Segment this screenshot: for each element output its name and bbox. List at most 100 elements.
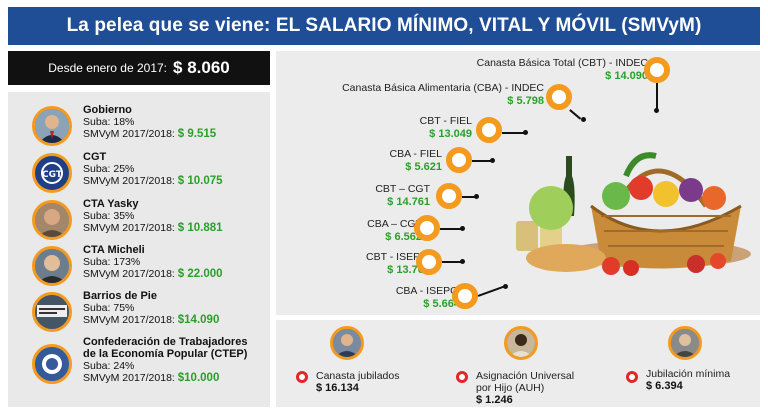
canasta-label: Canasta Básica Total (CBT) - INDEC bbox=[476, 57, 648, 69]
leader-dot bbox=[490, 158, 495, 163]
canasta-label: CBA - FIEL bbox=[389, 148, 442, 160]
red-bullet-icon bbox=[456, 371, 468, 383]
group-name: CTA Micheli bbox=[83, 244, 145, 256]
canasta-label: CBT - FIEL bbox=[419, 115, 472, 127]
smvym-value: $ 22.000 bbox=[177, 268, 223, 280]
leader-dot bbox=[474, 194, 479, 199]
leader-line bbox=[569, 109, 582, 120]
group-name: CGT bbox=[83, 151, 107, 163]
person-portrait-icon bbox=[330, 326, 364, 360]
bottom-label: Canasta jubilados bbox=[316, 370, 400, 382]
canasta-cba-fiel: CBA - FIEL $ 5.621 bbox=[389, 148, 442, 174]
canasta-cbt-cgt: CBT – CGT $ 14.761 bbox=[375, 183, 430, 209]
leader-line bbox=[656, 83, 658, 109]
ctep-logo-icon bbox=[32, 344, 72, 384]
canasta-label: Canasta Básica Alimentaria (CBA) - INDEC bbox=[342, 82, 544, 94]
ring-marker-icon bbox=[414, 215, 440, 241]
group-suba: Suba: 18% bbox=[83, 116, 135, 128]
smvym-label: SMVyM 2017/2018: bbox=[83, 175, 175, 187]
group-name-line2: de la Economía Popular (CTEP) bbox=[83, 348, 248, 360]
bottom-value: $ 1.246 bbox=[476, 394, 513, 406]
canasta-label: CBT - ISEPCi bbox=[366, 251, 430, 263]
smvym-value: $ 10.075 bbox=[177, 175, 223, 187]
leader-dot bbox=[654, 108, 659, 113]
ring-marker-icon bbox=[476, 117, 502, 143]
leader-dot bbox=[523, 130, 528, 135]
canasta-label: CBA – CGT bbox=[367, 218, 422, 230]
leader-line bbox=[477, 285, 505, 297]
bottom-item-auh: Asignación Universal por Hijo (AUH) $ 1.… bbox=[436, 320, 606, 407]
leader-dot bbox=[503, 284, 508, 289]
canasta-value: $ 5.664 bbox=[423, 298, 460, 310]
bottom-label: Asignación Universal bbox=[476, 370, 575, 382]
canasta-cbt-indec: Canasta Básica Total (CBT) - INDEC $ 14.… bbox=[477, 57, 648, 83]
canasta-value: $ 6.562 bbox=[385, 231, 422, 243]
bottom-value: $ 6.394 bbox=[646, 380, 683, 392]
bottom-text: Jubilación mínima $ 6.394 bbox=[646, 368, 730, 392]
smvym-label: SMVyM 2017/2018: bbox=[83, 372, 175, 384]
leader-line bbox=[462, 196, 476, 198]
canasta-cba-cgt: CBA – CGT $ 6.562 bbox=[367, 218, 422, 244]
person-portrait-icon bbox=[668, 326, 702, 360]
since-label: Desde enero de 2017: bbox=[48, 61, 168, 75]
group-suba: Suba: 35% bbox=[83, 210, 135, 222]
ring-marker-icon bbox=[452, 283, 478, 309]
canasta-value: $ 14.761 bbox=[387, 196, 430, 208]
leader-line bbox=[472, 160, 492, 162]
bottom-label-line2: por Hijo (AUH) bbox=[476, 382, 545, 394]
person-portrait-icon bbox=[32, 246, 72, 286]
ring-marker-icon bbox=[644, 57, 670, 83]
leader-dot bbox=[460, 226, 465, 231]
smvym-label: SMVyM 2017/2018: bbox=[83, 222, 175, 234]
smvym-value: $ 9.515 bbox=[177, 128, 217, 140]
person-portrait-icon bbox=[32, 200, 72, 240]
leader-dot bbox=[460, 259, 465, 264]
canasta-value: $ 5.621 bbox=[405, 161, 442, 173]
smvym-value: $14.090 bbox=[177, 314, 220, 326]
group-cta-micheli: CTA Micheli Suba: 173% SMVyM 2017/2018: … bbox=[8, 244, 270, 290]
group-name: Barrios de Pie bbox=[83, 290, 157, 302]
canasta-label: CBT – CGT bbox=[375, 183, 430, 195]
group-suba: Suba: 25% bbox=[83, 163, 135, 175]
smvym-label: SMVyM 2017/2018: bbox=[83, 268, 175, 280]
canasta-cba-isepci: CBA - ISEPCi $ 5.664 bbox=[396, 285, 460, 311]
cgt-logo-icon: CGT bbox=[32, 153, 72, 193]
canasta-cba-indec: Canasta Básica Alimentaria (CBA) - INDEC… bbox=[342, 82, 544, 108]
bottom-label: Jubilación mínima bbox=[646, 368, 731, 380]
group-name: CTA Yasky bbox=[83, 198, 139, 210]
group-cgt: CGT CGT Suba: 25% SMVyM 2017/2018: $ 10.… bbox=[8, 151, 270, 197]
protest-banner-icon bbox=[32, 292, 72, 332]
ring-marker-icon bbox=[436, 183, 462, 209]
group-cta-yasky: CTA Yasky Suba: 35% SMVyM 2017/2018: $ 1… bbox=[8, 198, 270, 244]
groups-panel: Gobierno Suba: 18% SMVyM 2017/2018: $ 9.… bbox=[8, 92, 270, 407]
since-amount: $ 8.060 bbox=[173, 58, 230, 77]
canasta-label: CBA - ISEPCi bbox=[395, 285, 460, 297]
leader-line bbox=[502, 132, 524, 134]
canasta-value: $ 13.049 bbox=[429, 128, 472, 140]
group-suba: Suba: 75% bbox=[83, 302, 135, 314]
group-barrios-de-pie: Barrios de Pie Suba: 75% SMVyM 2017/2018… bbox=[8, 290, 270, 336]
vegetable-basket-icon bbox=[516, 152, 751, 276]
group-ctep: Confederación de Trabajadores de la Econ… bbox=[8, 336, 270, 398]
smvym-value: $ 10.881 bbox=[177, 222, 223, 234]
official-portrait-icon bbox=[32, 106, 72, 146]
svg-text:CGT: CGT bbox=[42, 170, 63, 180]
canasta-value: $ 14.090 bbox=[605, 70, 648, 82]
ring-marker-icon bbox=[546, 84, 572, 110]
bottom-value: $ 16.134 bbox=[316, 382, 359, 394]
canasta-value: $ 5.798 bbox=[507, 95, 544, 107]
red-bullet-icon bbox=[296, 371, 308, 383]
bottom-text: Asignación Universal por Hijo (AUH) $ 1.… bbox=[476, 370, 574, 406]
group-gobierno: Gobierno Suba: 18% SMVyM 2017/2018: $ 9.… bbox=[8, 104, 270, 150]
leader-line bbox=[440, 228, 462, 230]
group-name: Confederación de Trabajadores bbox=[83, 336, 248, 348]
canastas-panel: Canasta Básica Total (CBT) - INDEC $ 14.… bbox=[276, 51, 760, 315]
ring-marker-icon bbox=[416, 249, 442, 275]
bottom-item-canasta-jubilados: Canasta jubilados $ 16.134 bbox=[276, 320, 436, 407]
group-suba: Suba: 24% bbox=[83, 360, 135, 372]
smvym-value: $10.000 bbox=[177, 372, 220, 384]
bottom-item-jubilacion-minima: Jubilación mínima $ 6.394 bbox=[606, 320, 760, 407]
red-bullet-icon bbox=[626, 371, 638, 383]
bottom-text: Canasta jubilados $ 16.134 bbox=[316, 370, 399, 394]
canasta-cbt-fiel: CBT - FIEL $ 13.049 bbox=[420, 115, 472, 141]
